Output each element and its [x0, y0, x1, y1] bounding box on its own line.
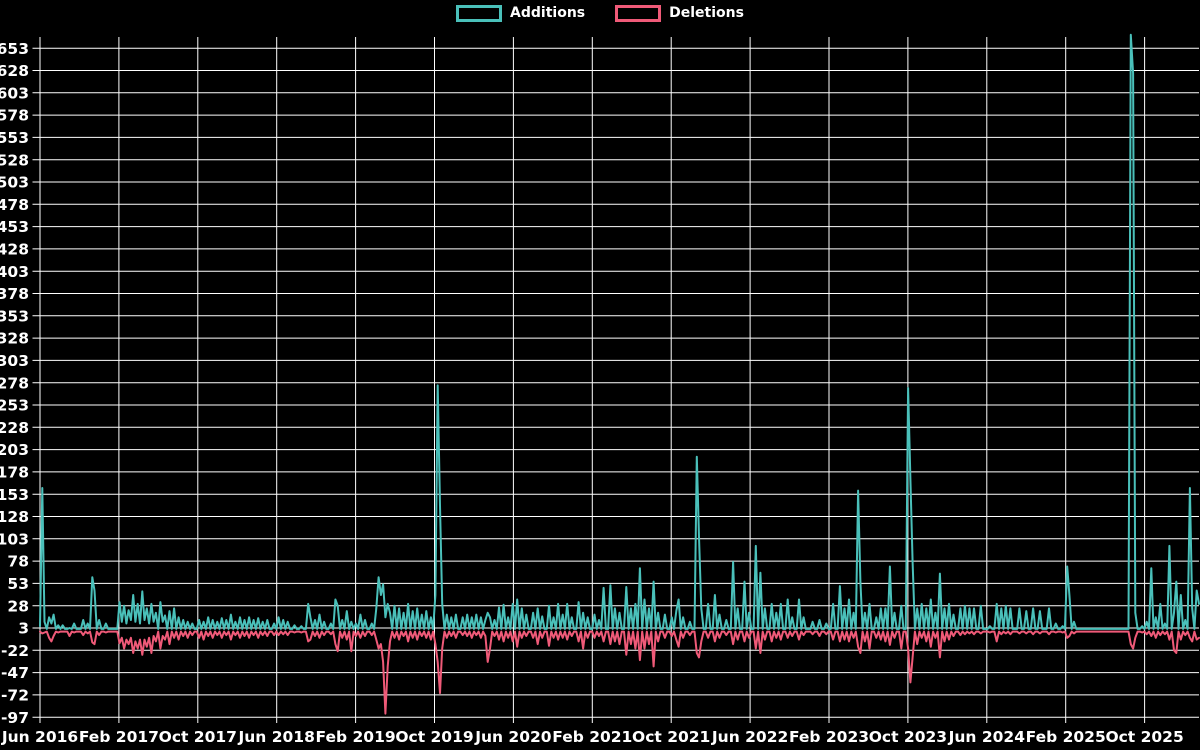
y-tick-label: 528 [0, 151, 29, 169]
x-tick-label: Oct 2025 [1105, 728, 1183, 746]
y-tick-label: 503 [0, 174, 29, 192]
chart-legend: Additions Deletions [0, 5, 1200, 22]
x-tick-label: Jun 2024 [948, 728, 1026, 746]
y-tick-label: 478 [0, 196, 29, 214]
y-tick-label: -47 [1, 664, 29, 682]
y-tick-label: 403 [0, 263, 29, 281]
y-tick-label: 553 [0, 129, 29, 147]
x-tick-label: Oct 2023 [869, 728, 947, 746]
y-tick-label: -22 [1, 642, 29, 660]
y-tick-label: 28 [7, 597, 29, 615]
x-tick-label: Jun 2018 [238, 728, 315, 746]
x-tick-label: Oct 2019 [395, 728, 473, 746]
legend-item-deletions[interactable]: Deletions [615, 5, 744, 22]
y-tick-label: 303 [0, 352, 29, 370]
additions-line [39, 33, 1200, 630]
y-tick-label: 578 [0, 107, 29, 125]
y-tick-label: 603 [0, 84, 29, 102]
y-tick-label: -72 [1, 686, 29, 704]
y-tick-label: 103 [0, 530, 29, 548]
y-tick-label: 78 [7, 553, 29, 571]
y-tick-label: 253 [0, 397, 29, 415]
deletions-legend-label: Deletions [669, 5, 744, 21]
x-tick-label: Feb 2019 [316, 728, 396, 746]
axis-labels: 6536286035785535285034784534284033783533… [0, 40, 1184, 746]
y-tick-label: 328 [0, 330, 29, 348]
y-tick-label: 228 [0, 419, 29, 437]
x-tick-label: Feb 2025 [1026, 728, 1106, 746]
x-tick-label: Feb 2021 [552, 728, 632, 746]
y-tick-label: 53 [7, 575, 29, 593]
y-tick-label: 203 [0, 441, 29, 459]
x-tick-label: Jun 2022 [711, 728, 788, 746]
y-tick-label: 428 [0, 240, 29, 258]
x-tick-label: Jun 2020 [474, 728, 552, 746]
x-tick-label: Jun 2016 [1, 728, 78, 746]
x-tick-label: Feb 2017 [79, 728, 159, 746]
y-tick-label: 278 [0, 374, 29, 392]
y-tick-label: -97 [1, 709, 29, 727]
legend-item-additions[interactable]: Additions [456, 5, 585, 22]
x-tick-label: Oct 2017 [159, 728, 237, 746]
deletions-swatch-icon [615, 5, 662, 22]
deletions-line [39, 630, 1200, 715]
additions-legend-label: Additions [510, 5, 586, 21]
y-tick-label: 153 [0, 486, 29, 504]
additions-swatch-icon [456, 5, 503, 22]
y-tick-label: 628 [0, 62, 29, 80]
y-tick-label: 3 [18, 620, 29, 638]
y-tick-label: 178 [0, 463, 29, 481]
x-tick-label: Oct 2021 [632, 728, 710, 746]
x-tick-label: Feb 2023 [789, 728, 869, 746]
y-tick-label: 128 [0, 508, 29, 526]
y-tick-label: 353 [0, 307, 29, 325]
y-tick-label: 653 [0, 40, 29, 58]
y-tick-label: 453 [0, 218, 29, 236]
y-tick-label: 378 [0, 285, 29, 303]
grid-lines [32, 37, 1199, 723]
